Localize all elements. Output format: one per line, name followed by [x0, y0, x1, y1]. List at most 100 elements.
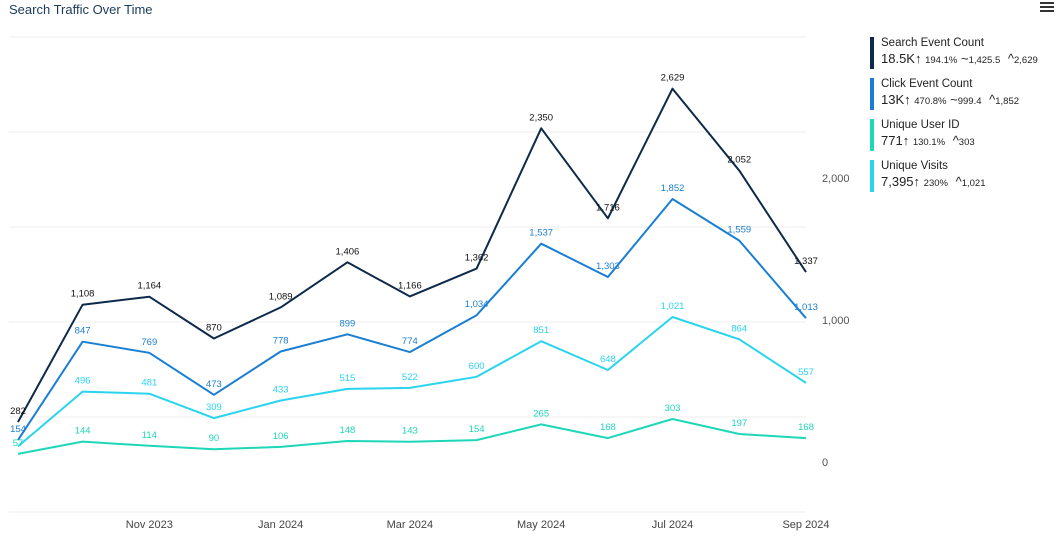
- data-label: 1,108: [71, 289, 95, 300]
- legend-avg: 1,425.5: [968, 55, 1001, 66]
- legend-series-name: Unique Visits: [881, 160, 948, 172]
- data-label: 1,406: [336, 246, 360, 257]
- max-icon: ^: [1007, 51, 1014, 66]
- data-label: 851: [533, 325, 549, 336]
- data-label: 2,350: [529, 112, 553, 123]
- legend-series-name: Click Event Count: [881, 78, 973, 90]
- data-label: 899: [339, 318, 355, 329]
- data-label: 1,021: [661, 301, 685, 312]
- legend-total: 7,395: [881, 174, 914, 189]
- legend-max: 2,629: [1014, 55, 1038, 66]
- data-label: 197: [731, 418, 747, 429]
- avg-icon: ~: [960, 51, 969, 66]
- data-label: 1,852: [661, 183, 685, 194]
- data-label: 1,559: [727, 225, 751, 236]
- legend-max: 1,852: [995, 96, 1020, 107]
- legend-change: 130.1%: [912, 137, 946, 148]
- y-tick-label: 0: [822, 457, 828, 469]
- series-line: [17, 87, 807, 423]
- data-label: 1,716: [596, 202, 620, 213]
- data-label: 265: [533, 408, 549, 419]
- up-arrow-icon: ↑: [904, 92, 911, 107]
- legend-color-swatch: [870, 37, 874, 69]
- data-label: 496: [75, 376, 91, 387]
- data-label: 144: [75, 426, 91, 437]
- data-label: 2,052: [727, 155, 751, 166]
- series-lines: [17, 87, 807, 455]
- legend-total: 18.5K: [881, 51, 915, 66]
- legend-stats: 13K↑ 470.8% ~999.4 ^1,852: [881, 91, 1055, 110]
- x-tick-label: Jul 2024: [652, 519, 694, 531]
- line-chart: 282 1,108 1,164 870 1,089 1,406 1,166 1,362 2,35…: [9, 36, 850, 531]
- data-label: 1,164: [137, 281, 161, 292]
- legend-change: 194.1%: [925, 55, 958, 66]
- data-label: 1,089: [269, 291, 293, 302]
- data-label: 2,629: [661, 73, 685, 84]
- data-label: 1,034: [465, 299, 489, 310]
- data-label: 433: [273, 385, 289, 396]
- legend-avg: 999.4: [957, 96, 982, 107]
- series-line: [17, 198, 807, 441]
- data-label: 774: [402, 336, 418, 347]
- series-line: [17, 316, 807, 448]
- data-label: 168: [600, 422, 616, 433]
- max-icon: ^: [955, 174, 962, 189]
- max-icon: ^: [989, 92, 996, 107]
- x-tick-label: Nov 2023: [126, 519, 173, 531]
- data-label: 168: [798, 422, 814, 433]
- up-arrow-icon: ↑: [902, 133, 910, 148]
- x-tick-label: Sep 2024: [782, 519, 829, 531]
- legend-max: 303: [958, 137, 975, 148]
- max-icon: ^: [952, 133, 959, 148]
- legend-color-swatch: [870, 160, 874, 192]
- data-labels: 282 1,108 1,164 870 1,089 1,406 1,166 1,362 2,35…: [10, 73, 818, 449]
- data-label: 600: [469, 361, 485, 372]
- legend-item[interactable]: Click Event Count 13K↑ 470.8% ~999.4 ^1,…: [870, 77, 1055, 110]
- data-label: 847: [75, 326, 91, 337]
- legend-stats: 7,395↑ 230% ^1,021: [881, 173, 1055, 192]
- legend-item[interactable]: Unique User ID 771↑ 130.1% ^303: [870, 118, 1055, 151]
- data-label: 522: [402, 372, 418, 383]
- legend-item[interactable]: Unique Visits 7,395↑ 230% ^1,021: [870, 159, 1055, 192]
- menu-icon[interactable]: [1040, 2, 1054, 14]
- x-tick-label: Mar 2024: [387, 519, 433, 531]
- axis-labels: 0 1,000 2,000 Nov 2023 Jan 2024 Mar 2024 May 2…: [126, 173, 850, 531]
- data-label: 154: [10, 424, 26, 435]
- legend-color-swatch: [870, 78, 874, 110]
- legend-stats: 18.5K↑ 194.1% ~1,425.5 ^2,629: [881, 50, 1055, 69]
- data-label: 143: [402, 426, 418, 437]
- legend-color-swatch: [870, 119, 874, 151]
- data-label: 1,362: [465, 253, 489, 264]
- data-label: 148: [339, 425, 355, 436]
- data-label: 769: [141, 337, 157, 348]
- data-label: 309: [206, 402, 222, 413]
- x-tick-label: May 2024: [517, 519, 565, 531]
- up-arrow-icon: ↑: [914, 51, 922, 66]
- data-label: 1,166: [398, 280, 422, 291]
- data-label: 1,013: [794, 302, 818, 313]
- legend-series-name: Search Event Count: [881, 37, 984, 49]
- data-label: 114: [142, 430, 157, 441]
- data-label: 870: [206, 322, 222, 333]
- legend-series-name: Unique User ID: [881, 119, 960, 131]
- data-label: 154: [469, 424, 485, 435]
- data-label: 473: [206, 379, 222, 390]
- data-label: 1,303: [596, 261, 620, 272]
- data-label: 778: [273, 336, 289, 347]
- data-label: 1,337: [794, 256, 818, 267]
- data-label: 648: [600, 354, 616, 365]
- series-line: [17, 418, 807, 455]
- data-label: 303: [665, 403, 681, 414]
- up-arrow-icon: ↑: [913, 174, 921, 189]
- legend-total: 13K: [881, 92, 905, 107]
- legend-item[interactable]: Search Event Count 18.5K↑ 194.1% ~1,425.…: [870, 36, 1055, 69]
- legend-change: 230%: [923, 178, 948, 189]
- data-label: 57: [13, 438, 24, 449]
- x-tick-label: Jan 2024: [258, 519, 303, 531]
- data-label: 1,537: [529, 228, 553, 239]
- data-label: 557: [798, 367, 814, 378]
- gridlines: [9, 36, 806, 513]
- legend-total: 771: [881, 133, 903, 148]
- legend-stats: 771↑ 130.1% ^303: [881, 132, 1055, 151]
- avg-icon: ~: [950, 92, 958, 107]
